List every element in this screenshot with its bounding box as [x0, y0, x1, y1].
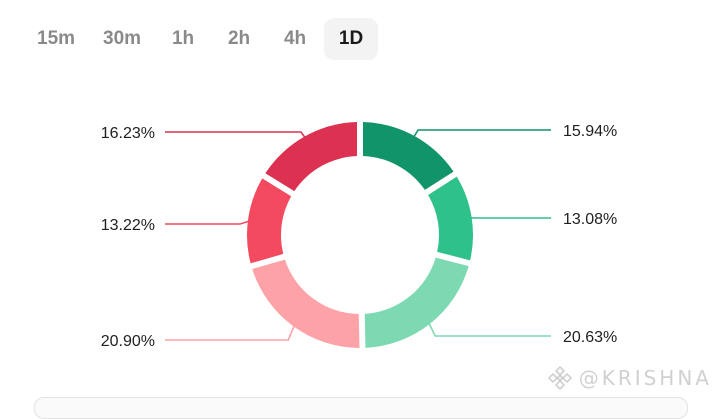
leader-line-4	[165, 323, 295, 340]
slice-label-2: 13.08%	[563, 211, 617, 228]
binance-logo-icon	[547, 365, 573, 391]
slice-label-4: 20.90%	[101, 333, 155, 350]
slice-label-1: 15.94%	[563, 123, 617, 140]
donut-slice-1[interactable]	[363, 122, 454, 190]
watermark: @KRISHNA	[547, 364, 712, 392]
donut-leader-lines	[165, 130, 551, 340]
slice-label-5: 13.22%	[101, 217, 155, 234]
donut-slice-4[interactable]	[252, 260, 359, 348]
leader-line-6	[165, 132, 307, 140]
donut-labels: 15.94% 13.08% 20.63% 20.90% 13.22% 16.23%	[101, 123, 618, 350]
donut-slice-2[interactable]	[428, 177, 473, 261]
leader-line-3	[428, 320, 551, 336]
donut-slice-3[interactable]	[365, 258, 469, 348]
leader-line-5	[165, 220, 252, 224]
slice-label-3: 20.63%	[563, 329, 617, 346]
leader-line-1	[412, 130, 551, 139]
bottom-card	[34, 397, 688, 419]
donut-slice-5[interactable]	[247, 178, 291, 263]
watermark-text: @KRISHNA	[579, 366, 712, 390]
donut-slices	[247, 122, 473, 348]
slice-label-6: 16.23%	[101, 125, 155, 142]
donut-chart: 15.94% 13.08% 20.63% 20.90% 13.22% 16.23%	[0, 0, 720, 404]
